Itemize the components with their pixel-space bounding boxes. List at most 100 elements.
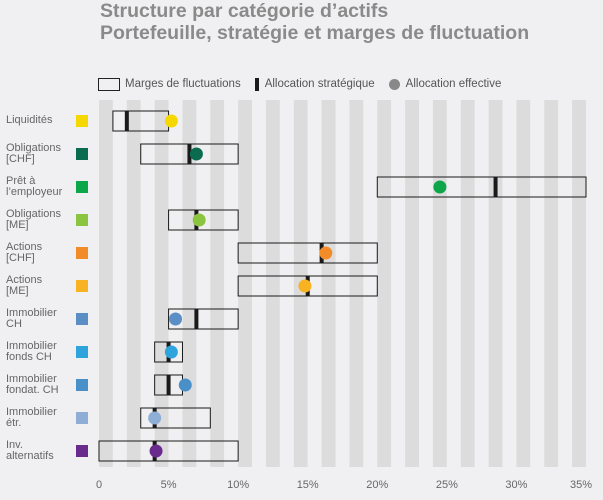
grid-band — [460, 100, 475, 467]
grid-band — [265, 100, 280, 467]
effective-dot — [178, 378, 192, 392]
grid-band — [224, 100, 239, 467]
x-tick-label: 5% — [160, 479, 177, 491]
category-label-line: Actions — [6, 240, 43, 253]
category-label-line: [ME] — [6, 219, 29, 231]
category-swatch — [76, 280, 88, 292]
grid-band — [99, 100, 113, 467]
category-label-line: Obligations — [6, 141, 62, 154]
grid-band — [112, 100, 127, 467]
category-label-line: Prêt à — [6, 174, 36, 187]
range-box-icon — [98, 77, 120, 91]
category-label: Inv. alternatifs — [6, 439, 72, 463]
category-label-line: [CHF] — [6, 153, 35, 165]
category-label: Prêt à l’employeur — [6, 174, 72, 199]
chart-title: Structure par catégorie d’actifs — [100, 0, 389, 22]
strategic-marker — [493, 177, 498, 197]
category-label-line: Actions — [6, 273, 43, 286]
category-swatch — [76, 247, 88, 259]
range-box — [168, 209, 239, 231]
grid-band — [335, 100, 350, 467]
strategic-marker-icon — [254, 77, 259, 91]
grid-band — [558, 100, 573, 467]
range-box — [237, 242, 378, 264]
category-label-line: étr. — [6, 417, 22, 429]
category-swatch — [76, 115, 88, 127]
range-box — [98, 440, 239, 462]
strategic-marker — [124, 111, 129, 131]
category-label: Immobilier fondat. CH — [6, 372, 72, 397]
category-label-line: Obligations — [6, 207, 62, 220]
category-label-line: Immobilier — [6, 306, 57, 319]
grid-band — [530, 100, 545, 467]
grid-band — [419, 100, 433, 467]
x-tick-label: 30% — [505, 479, 528, 491]
x-tick-label: 20% — [366, 479, 389, 491]
grid-band — [349, 100, 364, 467]
effective-dot — [148, 411, 162, 425]
x-tick-label: 35% — [569, 479, 593, 491]
category-label: Obligations [ME] — [6, 207, 72, 232]
grid-band — [168, 100, 183, 467]
grid-band — [307, 100, 322, 467]
category-swatch — [76, 214, 88, 226]
grid-band — [210, 100, 225, 467]
strategic-marker — [166, 375, 171, 395]
category-label-line: Immobilier — [6, 405, 57, 418]
grid-band — [377, 100, 392, 467]
category-label-line: Immobilier — [6, 372, 57, 385]
grid-band — [572, 100, 586, 467]
category-label-line: alternatifs — [6, 450, 54, 462]
category-swatch — [76, 379, 88, 391]
category-swatch — [76, 148, 88, 160]
category-label: Immobilier étr. — [6, 405, 72, 430]
grid-band — [405, 100, 420, 467]
chart-subtitle: Portefeuille, stratégie et marges de flu… — [100, 22, 530, 44]
range-box — [140, 407, 211, 429]
category-label: Obligations [CHF] — [6, 141, 72, 166]
effective-dot — [164, 345, 178, 359]
effective-dot — [319, 246, 333, 260]
legend-item-effective: Allocation effective — [388, 78, 502, 90]
category-label-line: [ME] — [6, 285, 29, 297]
x-tick-label: 10% — [227, 479, 250, 491]
category-label: Actions [CHF] — [6, 240, 72, 265]
category-label-line: l’employeur — [6, 186, 63, 198]
legend-item-strategic: Allocation stratégique — [254, 77, 375, 91]
effective-dot — [192, 213, 206, 227]
category-label-line: CH — [6, 318, 22, 330]
category-label-line: Immobilier — [6, 339, 57, 352]
strategic-marker — [187, 144, 192, 164]
effective-dot-icon — [388, 78, 400, 90]
effective-dot — [164, 114, 178, 128]
category-label-line: Liquidités — [6, 114, 53, 127]
legend-label-strategic: Allocation stratégique — [264, 78, 375, 90]
legend: Marges de fluctuations Allocation straté… — [98, 75, 515, 93]
grid-band — [516, 100, 531, 467]
x-tick-label: 25% — [435, 479, 458, 491]
grid-band — [502, 100, 517, 467]
grid-band — [140, 100, 155, 467]
category-swatch — [76, 313, 88, 325]
grid-band — [446, 100, 461, 467]
effective-dot — [298, 279, 312, 293]
grid-band — [544, 100, 559, 467]
grid-band — [126, 100, 141, 467]
x-tick-label: 15% — [296, 479, 319, 491]
grid-band — [182, 100, 197, 467]
legend-label-effective: Allocation effective — [405, 78, 502, 90]
legend-label-range: Marges de fluctuations — [125, 78, 241, 90]
category-label: Liquidités — [6, 115, 72, 127]
grid-band — [474, 100, 489, 467]
effective-dot — [433, 180, 447, 194]
grid-band — [363, 100, 378, 467]
strategic-marker — [194, 309, 199, 329]
effective-dot — [149, 444, 163, 458]
chart-title-block: Structure par catégorie d’actifs Portefe… — [100, 0, 529, 44]
category-label: Actions [ME] — [6, 273, 72, 298]
category-swatch — [76, 346, 88, 358]
grid-band — [488, 100, 503, 467]
grid-band — [196, 100, 211, 467]
grid-band — [432, 100, 447, 467]
